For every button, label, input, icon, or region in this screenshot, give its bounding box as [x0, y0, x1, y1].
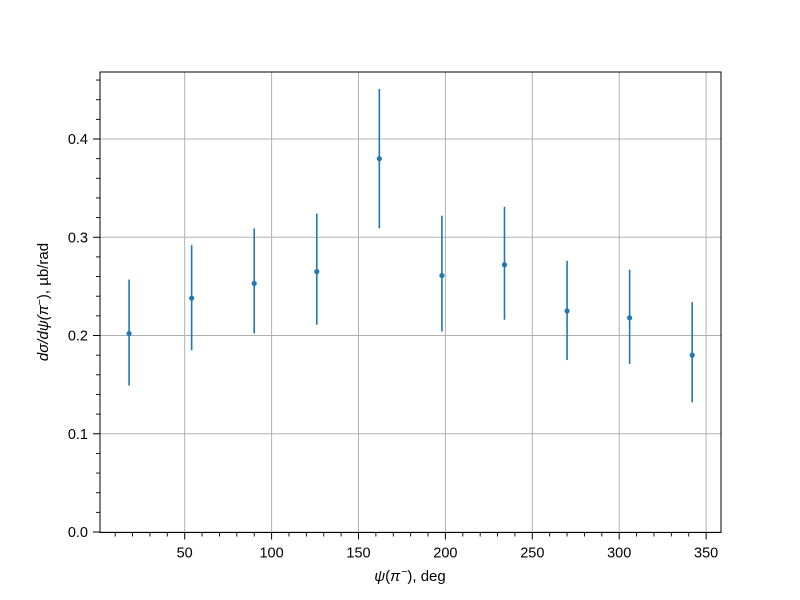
- svg-text:250: 250: [520, 546, 544, 562]
- svg-text:150: 150: [346, 546, 370, 562]
- svg-text:0.4: 0.4: [68, 132, 88, 148]
- svg-text:100: 100: [259, 546, 283, 562]
- svg-text:350: 350: [694, 546, 718, 562]
- svg-text:0.3: 0.3: [68, 230, 88, 246]
- svg-text:300: 300: [607, 546, 631, 562]
- svg-text:ψ(π−), deg: ψ(π−), deg: [374, 566, 445, 585]
- svg-text:200: 200: [433, 546, 457, 562]
- svg-text:0.1: 0.1: [68, 427, 88, 443]
- svg-text:50: 50: [177, 546, 193, 562]
- svg-text:0.0: 0.0: [68, 525, 88, 541]
- svg-text:0.2: 0.2: [68, 329, 88, 345]
